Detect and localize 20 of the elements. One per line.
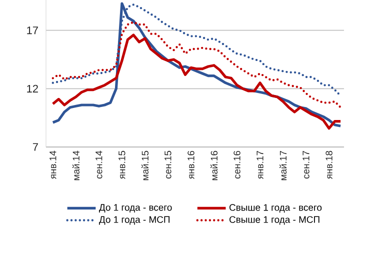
y-tick-label: 12 <box>27 84 38 92</box>
x-tick-label: янв.15 <box>118 150 126 179</box>
x-tick-label: янв.16 <box>188 150 194 179</box>
x-tick-label: янв.18 <box>326 150 332 179</box>
legend-label: До 1 года - МСП <box>99 216 170 225</box>
x-tick-label: сен.17 <box>302 150 310 178</box>
x-tick-label: май.15 <box>141 150 149 180</box>
y-tick-label: 7 <box>32 143 38 151</box>
legend-label: Свыше 1 года - МСП <box>230 216 320 225</box>
x-tick-label: май.14 <box>72 150 80 180</box>
x-tick-label: сен.14 <box>96 150 102 178</box>
legend-label: Свыше 1 года - всего <box>230 204 322 213</box>
x-tick-label: сен.15 <box>164 150 172 178</box>
x-tick-label: янв.17 <box>256 150 264 179</box>
x-tick-label: янв.14 <box>50 150 56 179</box>
y-tick-label: 17 <box>27 26 38 34</box>
legend-label: До 1 года - всего <box>99 204 172 213</box>
x-tick-label: май.17 <box>279 150 287 180</box>
x-tick-label: май.16 <box>210 150 218 180</box>
x-tick-label: сен.16 <box>234 150 240 178</box>
